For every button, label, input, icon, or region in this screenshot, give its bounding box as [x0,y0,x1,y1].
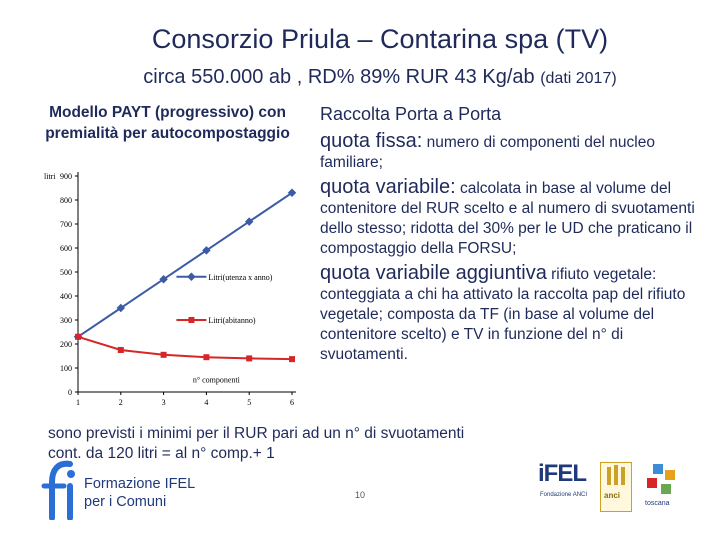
series-point [159,274,168,284]
y-axis-label: litri [44,172,56,181]
payt-line-chart: 0 100 200 300 400 500 600 700 800 900 1 2 3 4 5 6 litri n… [44,172,297,407]
chart-heading-line2: premialità per autocompostaggio [45,125,290,142]
x-tick-label: 1 [76,398,80,407]
series-point [117,347,124,353]
subtitle-main: circa 550.000 ab , RD% 89% RUR 43 Kg/ab [143,66,535,88]
additional-quota-label: quota variabile aggiuntiva [320,262,547,284]
series-point [287,188,297,198]
x-tick-label: 2 [119,398,123,407]
y-tick-label: 300 [60,316,72,325]
legend-marker [187,272,196,282]
fixed-quota-paragraph: quota fissa: numero di componenti del nu… [320,131,705,173]
ifel-logo-sub: Fondazione ANCI [540,492,588,498]
ifel-logo-name: iFEL [538,460,587,487]
toscana-square-green-icon [661,484,671,494]
additional-quota-small: rifiuto [551,266,590,283]
series-point [116,303,126,313]
logo-left-line2: per i Comuni [84,494,167,510]
x-tick-label: 6 [290,398,294,407]
chart-heading: Modello PAYT (progressivo) con premialit… [20,102,315,144]
y-tick-label: 900 [60,172,72,181]
fixed-quota-label: quota fissa: [320,130,423,152]
toscana-square-orange-icon [665,470,675,480]
series-point [160,351,167,358]
variable-quota-label: quota variabile: [320,176,456,198]
anci-logo: anci [600,462,632,512]
bottom-note: sono previsti i minimi per il RUR pari a… [48,425,465,462]
variable-quota-paragraph: quota variabile: calcolata in base al vo… [320,177,705,259]
y-tick-label: 100 [60,364,72,373]
fixed-quota-text: numero di componenti del nucleo familiar… [320,134,655,171]
x-axis-label: n° componenti [193,375,241,384]
page-subtitle: circa 550.000 ab , RD% 89% RUR 43 Kg/ab … [0,66,720,89]
additional-quota-text: vegetale: conteggiata a chi ha attivato … [320,266,686,363]
y-tick-label: 800 [60,196,72,205]
right-column: Raccolta Porta a Porta quota fissa: nume… [320,103,705,367]
y-tick-label: 0 [68,388,72,397]
y-tick-label: 500 [60,268,72,277]
series-point [75,333,81,340]
variable-quota-text: calcolata in base al volume del contenit… [320,180,695,257]
anci-toscana-logo: toscana [645,462,679,512]
formazione-ifel-logo: Formazione IFEL per i Comuni [40,460,240,522]
y-tick-label: 700 [60,220,72,229]
y-tick-label: 600 [60,244,72,253]
legend-label: Litri(abitanno) [208,316,255,325]
toscana-square-red-icon [647,478,657,488]
right-heading: Raccolta Porta a Porta [320,104,502,124]
page-number: 10 [354,490,365,500]
series-point [203,354,210,361]
subtitle-date: (dati 2017) [540,70,617,87]
series-line [77,191,293,338]
toscana-logo-text: toscana [645,500,670,507]
legend-marker [188,317,195,323]
y-tick-label: 400 [60,292,72,301]
additional-quota-paragraph: quota variabile aggiuntiva rifiuto veget… [320,263,705,365]
legend-label: Litri(utenza x anno) [208,273,272,282]
anci-emblem-icon [607,465,625,485]
series-line [77,335,293,361]
ifel-logo: iFEL Fondazione ANCI [538,460,598,512]
y-tick-label: 200 [60,340,72,349]
toscana-square-blue-icon [653,464,663,474]
anci-logo-text: anci [604,491,621,500]
logo-left-line1: Formazione IFEL [84,476,196,492]
x-tick-label: 4 [204,398,208,407]
series-point [244,217,254,226]
series-point [202,246,211,255]
x-tick-label: 3 [162,398,166,407]
chart-heading-line1: Modello PAYT (progressivo) con [49,104,286,121]
fi-logo-icon [41,460,75,520]
series-point [289,356,295,363]
x-tick-label: 5 [247,398,251,407]
page-title: Consorzio Priula – Contarina spa (TV) [151,24,609,54]
series-point [246,355,253,362]
